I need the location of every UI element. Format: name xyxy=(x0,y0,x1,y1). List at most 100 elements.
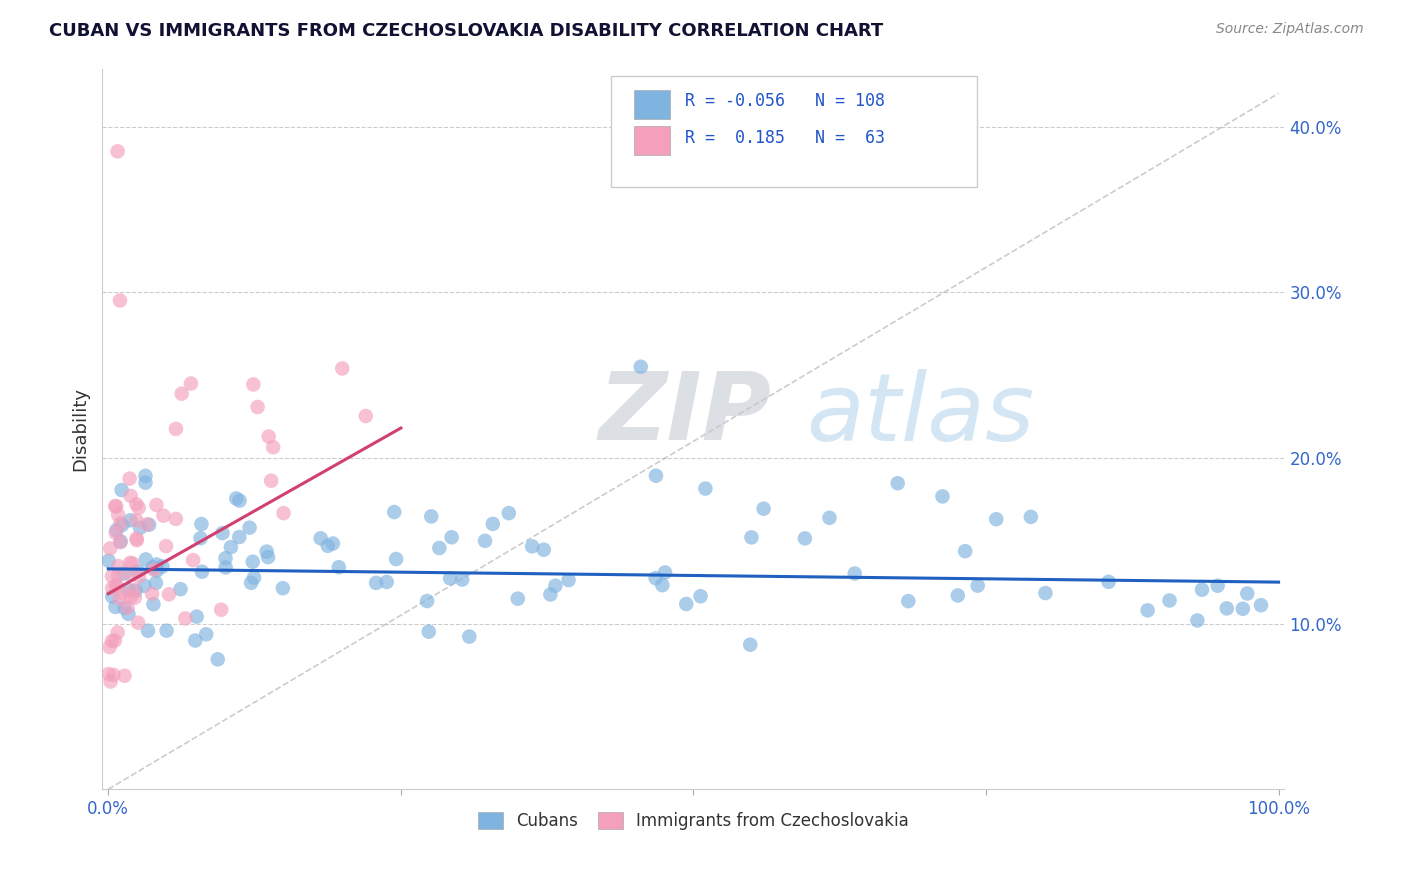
Point xyxy=(818,510,841,524)
Point xyxy=(169,582,191,596)
Point xyxy=(128,500,150,515)
Point xyxy=(243,570,266,584)
Point xyxy=(125,583,148,598)
Point xyxy=(129,521,152,535)
Point xyxy=(105,579,128,593)
Point xyxy=(114,669,136,683)
Point xyxy=(533,542,555,557)
Point xyxy=(155,624,177,638)
Point xyxy=(125,532,148,546)
Point xyxy=(219,540,242,554)
Point xyxy=(125,533,148,548)
Point xyxy=(654,566,676,580)
Point xyxy=(262,440,284,454)
Point xyxy=(165,512,187,526)
Point xyxy=(1206,579,1229,593)
Point xyxy=(117,582,139,597)
Point xyxy=(184,633,207,648)
Point xyxy=(382,505,405,519)
Point xyxy=(214,551,236,566)
Point xyxy=(103,668,125,682)
Point xyxy=(107,145,129,159)
Point xyxy=(124,591,146,605)
Point xyxy=(1035,586,1057,600)
Point xyxy=(458,630,481,644)
Point xyxy=(120,590,142,604)
Point xyxy=(152,508,174,523)
Point xyxy=(1232,601,1254,615)
Point xyxy=(174,611,197,625)
Point xyxy=(238,521,260,535)
Point xyxy=(145,498,167,512)
Point xyxy=(1159,593,1181,607)
Point xyxy=(170,386,193,401)
Point xyxy=(181,553,204,567)
Point xyxy=(211,526,233,541)
Point xyxy=(256,544,278,558)
Point xyxy=(111,483,134,497)
Point xyxy=(195,627,218,641)
Point xyxy=(257,429,280,443)
Point xyxy=(538,587,561,601)
Point xyxy=(260,474,283,488)
Point xyxy=(844,566,866,581)
Point xyxy=(180,376,202,391)
Point xyxy=(120,567,142,582)
Point xyxy=(107,508,129,522)
Point xyxy=(98,640,121,654)
Point xyxy=(375,574,398,589)
Text: R =  0.185   N =  63: R = 0.185 N = 63 xyxy=(685,129,886,147)
Point xyxy=(142,563,165,577)
Point xyxy=(316,539,339,553)
Point xyxy=(112,566,135,581)
Point xyxy=(112,601,135,615)
Point xyxy=(157,587,180,601)
Point xyxy=(953,544,976,558)
Point xyxy=(440,530,463,544)
Point xyxy=(141,587,163,601)
Point xyxy=(1019,509,1042,524)
Point xyxy=(544,579,567,593)
Point xyxy=(1187,614,1209,628)
Point xyxy=(354,409,377,423)
Point xyxy=(134,579,156,593)
Point xyxy=(225,491,247,506)
Point xyxy=(165,422,187,436)
Point xyxy=(122,582,145,597)
Point xyxy=(240,575,263,590)
Point xyxy=(111,518,134,533)
Point xyxy=(138,517,160,532)
Point xyxy=(1191,582,1213,597)
Point xyxy=(886,476,908,491)
Point xyxy=(214,560,236,574)
Point xyxy=(190,531,212,545)
Point xyxy=(110,534,132,549)
Point xyxy=(117,600,139,615)
Point xyxy=(107,568,129,582)
Point xyxy=(134,468,156,483)
Point xyxy=(104,499,127,513)
Point xyxy=(740,638,762,652)
Point xyxy=(1236,586,1258,600)
Point xyxy=(120,489,142,503)
Point xyxy=(136,624,159,638)
Point xyxy=(740,530,762,544)
Point xyxy=(330,361,353,376)
Point xyxy=(101,581,124,595)
Point xyxy=(135,552,157,566)
Point xyxy=(416,594,439,608)
Point xyxy=(121,557,143,571)
Point xyxy=(104,633,127,648)
Point xyxy=(191,565,214,579)
Point xyxy=(689,589,711,603)
Text: R = -0.056   N = 108: R = -0.056 N = 108 xyxy=(685,92,886,110)
Point xyxy=(101,590,124,604)
Point xyxy=(418,624,440,639)
Point xyxy=(474,533,496,548)
Point xyxy=(557,573,579,587)
Point xyxy=(675,597,697,611)
Text: Source: ZipAtlas.com: Source: ZipAtlas.com xyxy=(1216,22,1364,37)
Point xyxy=(366,575,388,590)
Point xyxy=(108,591,131,606)
Point xyxy=(651,578,673,592)
